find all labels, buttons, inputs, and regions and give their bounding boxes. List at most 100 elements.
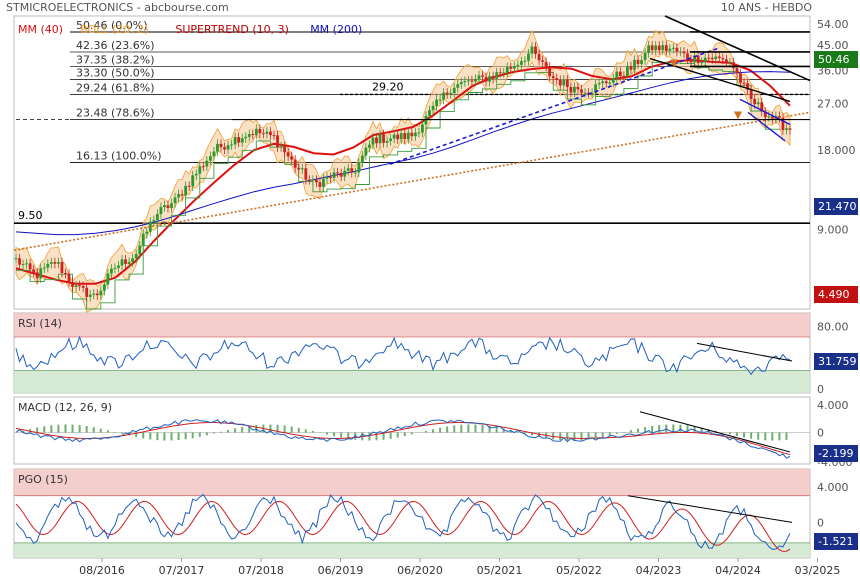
macd-histogram-bar xyxy=(771,432,774,441)
candle-body xyxy=(67,273,71,282)
x-tick-label: 05/2021 xyxy=(477,564,523,577)
macd-histogram-bar xyxy=(375,432,378,441)
legend-item: SUPERTREND (10, 3) xyxy=(175,23,289,36)
pgo-layer: PGO (15) 4.000 0 xyxy=(14,469,849,558)
macd-histogram-bar xyxy=(474,424,477,433)
candle-body xyxy=(498,72,502,74)
candle-body xyxy=(42,267,46,269)
macd-histogram-bar xyxy=(439,427,442,433)
candle-body xyxy=(548,66,552,77)
candle-body xyxy=(438,99,442,101)
candle-body xyxy=(491,76,495,79)
macd-histogram-bar xyxy=(163,432,166,441)
candle-body xyxy=(781,117,785,131)
candle-body xyxy=(530,46,534,54)
oversold-zone xyxy=(14,370,810,393)
legend-item: BOLL (20, 2) xyxy=(80,23,148,36)
channel-bottom xyxy=(747,111,786,142)
long-term-support-line xyxy=(13,111,811,252)
macd-histogram-bar xyxy=(205,432,208,436)
candle-body xyxy=(198,166,202,174)
macd-histogram-bar xyxy=(601,432,604,437)
candle-body xyxy=(484,76,488,82)
x-tick-label: 07/2018 xyxy=(238,564,284,577)
candle-body xyxy=(576,86,580,90)
candle-body xyxy=(629,66,633,70)
candle-body xyxy=(615,71,619,79)
macd-histogram-bar xyxy=(50,425,53,433)
macd-histogram-bar xyxy=(651,425,654,433)
macd-histogram-bar xyxy=(460,424,463,433)
candle-body xyxy=(230,144,233,146)
candle-body xyxy=(618,71,622,76)
macd-histogram-bar xyxy=(191,432,194,439)
candle-body xyxy=(240,138,244,143)
candle-body xyxy=(166,205,170,209)
candle-body xyxy=(346,168,350,171)
blue-trend-line xyxy=(389,46,721,165)
candle-body xyxy=(300,168,304,170)
macd-panel xyxy=(13,396,811,465)
candle-body xyxy=(74,285,78,287)
candle-body xyxy=(466,80,470,82)
candle-body xyxy=(184,185,188,196)
candle-body xyxy=(46,263,50,268)
overbought-zone xyxy=(14,469,810,496)
candle-body xyxy=(368,144,371,148)
candle-body xyxy=(604,81,608,84)
panel-tick-label: 0 xyxy=(817,516,824,529)
candle-body xyxy=(258,128,262,134)
x-tick-label: 08/2016 xyxy=(79,564,125,577)
candle-body xyxy=(633,59,636,70)
candle-body xyxy=(689,59,693,63)
macd-histogram-bar xyxy=(686,425,689,433)
x-tick-label: 03/2025 xyxy=(795,564,841,577)
macd-histogram-bar xyxy=(248,425,251,433)
macd-value-tag: -2.199 xyxy=(814,445,858,462)
macd-histogram-bar xyxy=(78,425,81,433)
candle-body xyxy=(163,205,166,208)
candle-body xyxy=(760,102,764,112)
macd-histogram-bar xyxy=(326,432,329,435)
candle-body xyxy=(516,64,520,67)
macd-histogram-bar xyxy=(290,426,293,433)
candle-body xyxy=(428,110,431,116)
macd-histogram-bar xyxy=(778,432,781,441)
fib-label: 16.13 (100.0%) xyxy=(76,150,162,163)
panel-tick-label: 4.000 xyxy=(817,399,849,412)
macd-histogram-bar xyxy=(594,432,597,439)
macd-histogram-bar xyxy=(481,425,484,433)
macd-histogram-bar xyxy=(156,432,159,441)
candle-body xyxy=(339,173,343,177)
fib-label: 29.24 (61.8%) xyxy=(76,81,155,94)
candle-body xyxy=(113,267,117,269)
macd-histogram-bar xyxy=(255,425,258,433)
candle-body xyxy=(148,221,152,232)
fib-label: 23.48 (78.6%) xyxy=(76,107,155,120)
candle-body xyxy=(442,92,446,100)
candle-body xyxy=(512,66,516,69)
candle-body xyxy=(269,131,272,136)
candle-body xyxy=(707,57,711,59)
candle-body xyxy=(728,62,732,64)
candle-body xyxy=(293,159,297,168)
candle-body xyxy=(534,46,537,54)
candle-body xyxy=(226,145,230,150)
candle-body xyxy=(668,48,672,51)
macd-histogram-bar xyxy=(750,432,753,439)
candle-body xyxy=(611,78,615,83)
candle-body xyxy=(138,245,142,255)
macd-histogram-bar xyxy=(403,432,406,437)
candle-body xyxy=(664,45,668,51)
macd-histogram-bar xyxy=(764,432,767,441)
candle-body xyxy=(49,262,53,264)
macd-histogram-bar xyxy=(340,432,343,438)
macd-histogram-bar xyxy=(587,432,590,440)
candle-body xyxy=(622,75,626,77)
candle-body xyxy=(558,79,562,86)
legend-item: MM (40) xyxy=(18,23,63,36)
candle-body xyxy=(60,262,64,274)
candle-body xyxy=(194,173,198,176)
candle-body xyxy=(117,265,120,268)
macd-histogram-bar xyxy=(453,425,456,433)
